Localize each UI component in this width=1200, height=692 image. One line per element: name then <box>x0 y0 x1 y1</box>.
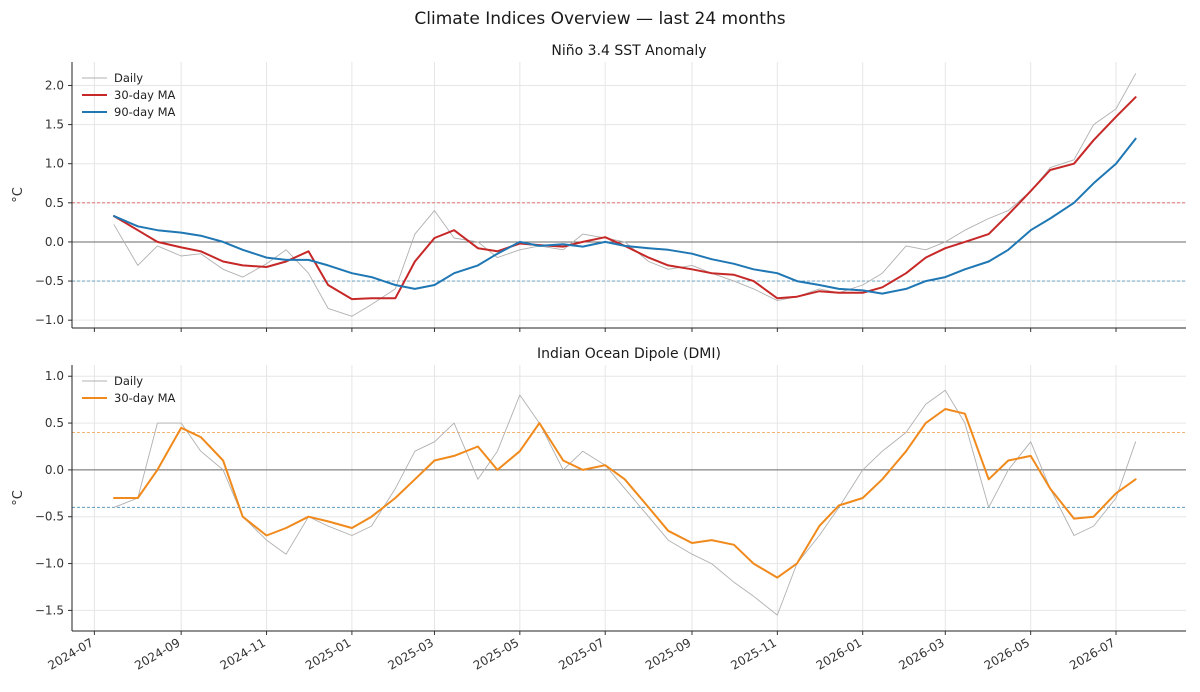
y-tick-label: 1.5 <box>45 118 64 132</box>
series-line-30-day-ma <box>113 408 1137 579</box>
panel-1: −1.0 −0.5 0.0 0.5 1.0 1.5 2.0 Niño 3.4 SST Anom… <box>11 43 1186 332</box>
y-tick-label: −0.5 <box>35 510 64 524</box>
series-line-90-day-ma <box>113 137 1137 295</box>
legend-label: Daily <box>114 374 143 388</box>
y-tick-label: 2.0 <box>45 78 64 92</box>
x-tick-label: 2024-11 <box>218 635 268 672</box>
panel-2: −1.5 −1.0 −0.5 0.0 0.5 1.0 Indian Ocean Dipole… <box>11 346 1186 673</box>
x-tick-label: 2025-11 <box>728 635 778 672</box>
y-tick-label: 1.0 <box>45 157 64 171</box>
panel-title: Niño 3.4 SST Anomaly <box>551 43 706 59</box>
y-tick-label: 0.0 <box>45 463 64 477</box>
x-tick-label: 2024-09 <box>132 635 182 672</box>
y-tick-label: 1.0 <box>45 369 64 383</box>
y-tick-label: 0.5 <box>45 416 64 430</box>
x-tick-label: 2025-01 <box>303 635 353 672</box>
y-tick-label: 0.5 <box>45 196 64 210</box>
series-line-daily <box>113 389 1137 616</box>
panel-title: Indian Ocean Dipole (DMI) <box>537 346 721 362</box>
x-tick-label: 2025-05 <box>471 635 521 672</box>
series-line-daily <box>113 73 1137 317</box>
x-tick-label: 2024-07 <box>45 635 95 672</box>
x-tick-label: 2025-09 <box>643 635 693 672</box>
x-tick-label: 2026-03 <box>896 635 946 672</box>
y-axis-label: °C <box>11 187 26 203</box>
x-tick-label: 2026-07 <box>1067 635 1117 672</box>
y-tick-label: 0.0 <box>45 235 64 249</box>
y-tick-label: −0.5 <box>35 274 64 288</box>
x-tick-label: 2025-07 <box>556 635 606 672</box>
figure-title: Climate Indices Overview — last 24 month… <box>414 9 786 29</box>
series-line-30-day-ma <box>113 96 1137 301</box>
x-tick-label: 2026-05 <box>982 635 1032 672</box>
y-tick-label: −1.0 <box>35 313 64 327</box>
x-tick-label: 2025-03 <box>386 635 436 672</box>
legend-label: Daily <box>114 71 143 85</box>
x-tick-label: 2026-01 <box>814 635 864 672</box>
y-tick-label: −1.5 <box>35 603 64 617</box>
legend-label: 90-day MA <box>114 105 176 119</box>
legend-label: 30-day MA <box>114 88 176 102</box>
legend-label: 30-day MA <box>114 391 176 405</box>
y-axis-label: °C <box>11 490 26 506</box>
y-tick-label: −1.0 <box>35 557 64 571</box>
